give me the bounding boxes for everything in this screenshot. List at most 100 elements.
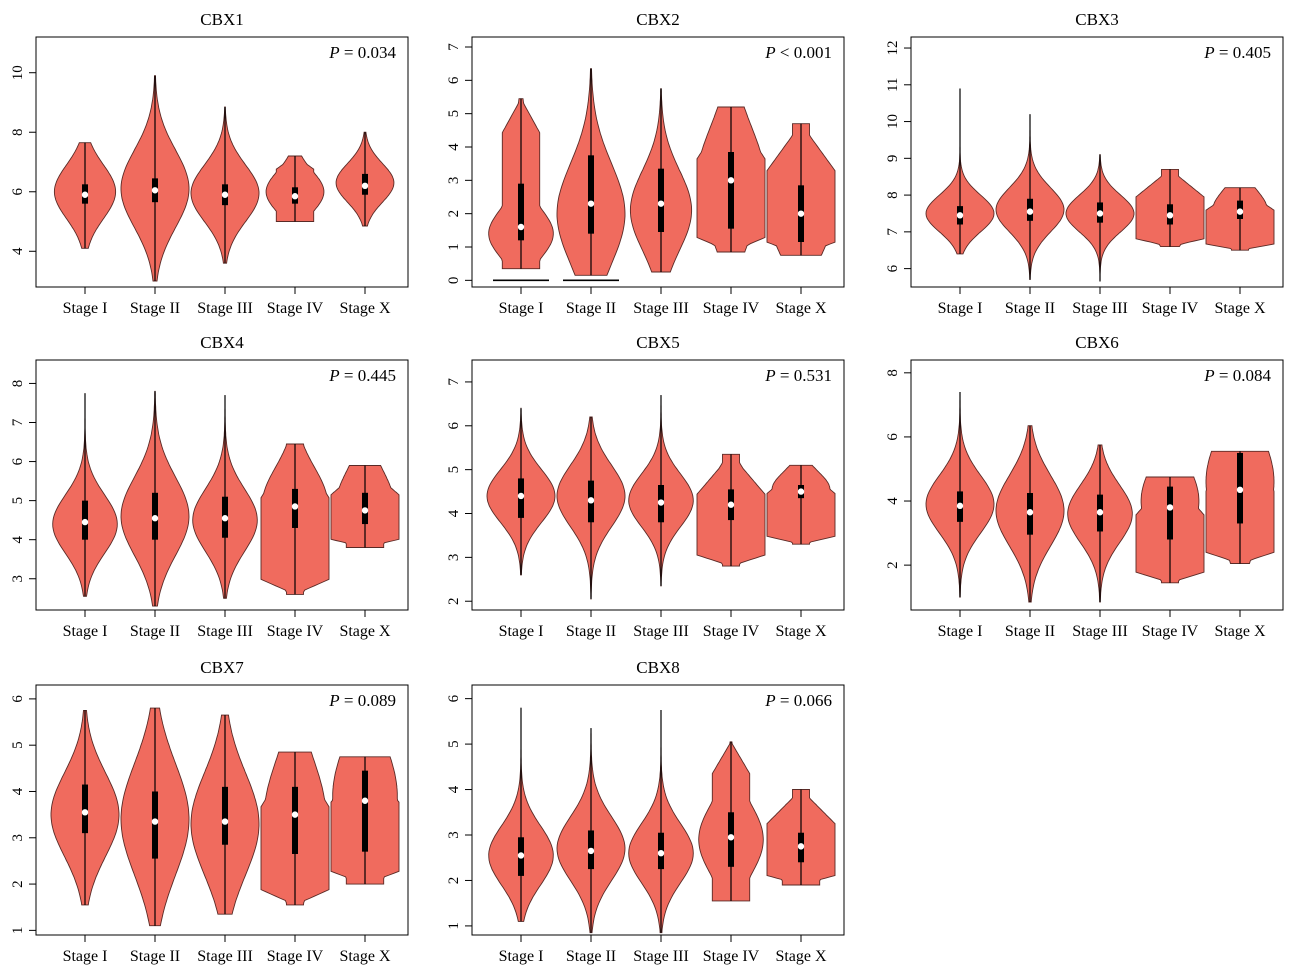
violin-median-point	[361, 797, 369, 804]
violin-median-point	[291, 503, 299, 510]
plot-frame	[35, 359, 409, 611]
x-tick-label: Stage III	[197, 948, 253, 965]
x-tick-label: Stage IV	[267, 948, 324, 965]
y-tick-label: 3	[446, 554, 462, 562]
x-tick-label: Stage III	[633, 948, 689, 965]
y-tick-label: 2	[446, 597, 462, 605]
x-tick-label: Stage I	[938, 623, 983, 640]
y-tick-label: 8	[10, 380, 26, 388]
violin-median-point	[587, 847, 595, 855]
x-tick-label: Stage I	[63, 300, 108, 317]
p-value-label: P = 0.405	[1203, 43, 1271, 62]
y-tick-label: 3	[10, 575, 26, 583]
x-tick-label: Stage X	[775, 300, 827, 317]
violin-median-point	[221, 818, 229, 825]
x-tick-label: Stage I	[499, 300, 544, 317]
x-tick-label: Stage III	[633, 300, 689, 317]
x-tick-label: Stage X	[339, 948, 391, 965]
panel-cbx5: CBX5 P = 0.531 2 3 4 5 6 7 Stage I Stage II Stage …	[446, 333, 845, 640]
x-tick-label: Stage III	[633, 623, 689, 640]
violin-median-point	[1166, 212, 1174, 219]
x-tick-label: Stage X	[775, 948, 827, 965]
y-tick-label: 2	[885, 561, 901, 569]
panel-title: CBX1	[200, 10, 243, 29]
x-tick-label: Stage IV	[1142, 300, 1199, 317]
violin-median-point	[517, 852, 525, 859]
violin-median-point	[797, 488, 805, 495]
p-value-label: P = 0.089	[328, 691, 396, 710]
plot-frame	[910, 36, 1284, 288]
violin-median-point	[361, 507, 369, 514]
violin-median-point	[956, 212, 964, 219]
x-tick-label: Stage I	[938, 300, 983, 317]
y-tick-label: 5	[10, 497, 26, 505]
y-tick-label: 4	[446, 143, 462, 151]
y-tick-label: 4	[446, 509, 462, 517]
x-tick-label: Stage IV	[703, 948, 760, 965]
panel-title: CBX4	[200, 333, 244, 352]
plot-frame	[35, 36, 409, 288]
y-tick-label: 4	[885, 497, 901, 505]
violin-iqr-box	[658, 168, 664, 232]
y-tick-label: 12	[885, 41, 901, 56]
x-tick-label: Stage X	[775, 623, 827, 640]
violin-iqr-box	[728, 152, 734, 229]
x-tick-label: Stage I	[63, 948, 108, 965]
violin-median-point	[727, 834, 735, 841]
violin-median-point	[81, 191, 89, 198]
y-tick-label: 4	[10, 247, 26, 255]
y-tick-label: 6	[446, 76, 462, 84]
x-tick-label: Stage IV	[703, 623, 760, 640]
y-tick-label: 4	[446, 785, 462, 793]
p-value-label: P = 0.066	[764, 691, 832, 710]
violin-median-point	[1026, 208, 1034, 215]
y-tick-label: 5	[446, 110, 462, 118]
x-tick-label: Stage I	[499, 948, 544, 965]
x-tick-label: Stage III	[197, 623, 253, 640]
x-tick-label: Stage II	[130, 948, 180, 965]
y-tick-label: 3	[10, 834, 26, 842]
violin-iqr-box	[222, 786, 228, 845]
x-tick-label: Stage III	[1072, 300, 1128, 317]
y-tick-label: 6	[10, 457, 26, 465]
violin-median-point	[517, 492, 525, 500]
y-tick-label: 6	[10, 188, 26, 196]
y-tick-label: 5	[446, 740, 462, 748]
violin-median-point	[657, 499, 665, 506]
y-tick-label: 8	[885, 369, 901, 377]
violin-median-point	[517, 223, 525, 231]
x-tick-label: Stage III	[1072, 623, 1128, 640]
y-tick-label: 8	[885, 191, 901, 199]
y-tick-label: 10	[885, 114, 901, 129]
violin-median-point	[221, 515, 229, 522]
violin-median-point	[657, 849, 665, 857]
plot-frame	[35, 684, 409, 936]
violin-iqr-box	[518, 183, 524, 241]
y-tick-label: 7	[446, 378, 462, 386]
panel-cbx8: CBX8 P = 0.066 1 2 3 4 5 6 Stage I Stage II Stage …	[446, 658, 845, 965]
p-value-label: P < 0.001	[764, 43, 832, 62]
x-tick-label: Stage I	[499, 623, 544, 640]
x-tick-label: Stage II	[130, 300, 180, 317]
x-tick-label: Stage II	[566, 623, 616, 640]
violin-iqr-box	[1167, 486, 1173, 540]
panel-title: CBX8	[636, 658, 679, 677]
violin-median-point	[151, 515, 159, 522]
plot-frame	[471, 359, 845, 611]
violin-median-point	[291, 193, 299, 200]
plot-frame	[910, 359, 1284, 611]
violin-median-point	[587, 497, 595, 504]
y-tick-label: 7	[885, 228, 901, 236]
violin-median-point	[151, 187, 159, 194]
x-tick-label: Stage X	[339, 623, 391, 640]
panel-cbx3: CBX3 P = 0.405 6 7 8 9 10 11 12 Stage I Stage II St…	[885, 10, 1284, 317]
violin-median-point	[1026, 509, 1034, 516]
panel-cbx1: CBX1 P = 0.034 4 6 8 10 Stage I Stage II Stage I…	[10, 10, 409, 317]
x-tick-label: Stage IV	[267, 300, 324, 317]
violin-iqr-box	[362, 770, 368, 852]
y-tick-label: 0	[446, 277, 462, 285]
violin-median-point	[1236, 486, 1244, 494]
x-tick-label: Stage IV	[1142, 623, 1199, 640]
y-tick-label: 10	[10, 65, 26, 80]
